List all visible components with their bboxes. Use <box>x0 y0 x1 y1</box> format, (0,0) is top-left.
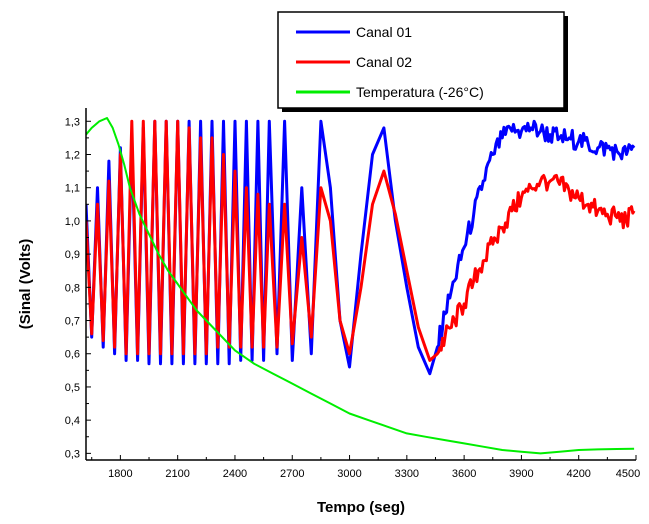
y-tick-label: 1,2 <box>65 149 80 161</box>
x-tick-label: 3300 <box>395 468 419 480</box>
x-tick-label: 2100 <box>165 468 189 480</box>
x-tick-label: 3000 <box>337 468 361 480</box>
y-tick-label: 1,1 <box>65 183 80 195</box>
x-tick-label: 3900 <box>509 468 533 480</box>
x-tick-label: 1800 <box>108 468 132 480</box>
y-tick-label: 0,7 <box>65 316 80 328</box>
series-line-2 <box>86 119 636 362</box>
plot-area <box>86 117 636 455</box>
y-tick-label: 0,9 <box>65 249 80 261</box>
y-tick-label: 0,6 <box>65 349 80 361</box>
x-tick-label: 4200 <box>566 468 590 480</box>
x-tick-label: 2400 <box>223 468 247 480</box>
y-axis-title: (Sinal (Volts) <box>17 239 34 330</box>
x-axis-title: Tempo (seg) <box>317 499 405 516</box>
x-tick-label: 3600 <box>452 468 476 480</box>
legend-label-3: Temperatura (-26°C) <box>356 84 484 100</box>
legend: Canal 01 Canal 02 Temperatura (-26°C) <box>277 11 568 112</box>
y-tick-label: 0,4 <box>65 415 80 427</box>
legend-label-1: Canal 01 <box>356 24 412 40</box>
y-tick-label: 1,0 <box>65 216 80 228</box>
legend-label-2: Canal 02 <box>356 54 412 70</box>
y-tick-label: 0,8 <box>65 282 80 294</box>
y-tick-label: 0,3 <box>65 448 80 460</box>
axes: Tempo (seg) (Sinal (Volts) 0,3 0,4 0,5 0,6 0… <box>17 108 640 516</box>
y-tick-label: 0,5 <box>65 382 80 394</box>
x-tick-label: 4500 <box>616 468 640 480</box>
x-tick-label: 2700 <box>280 468 304 480</box>
series-line-3 <box>86 117 635 455</box>
y-tick-label: 1,3 <box>65 116 80 128</box>
